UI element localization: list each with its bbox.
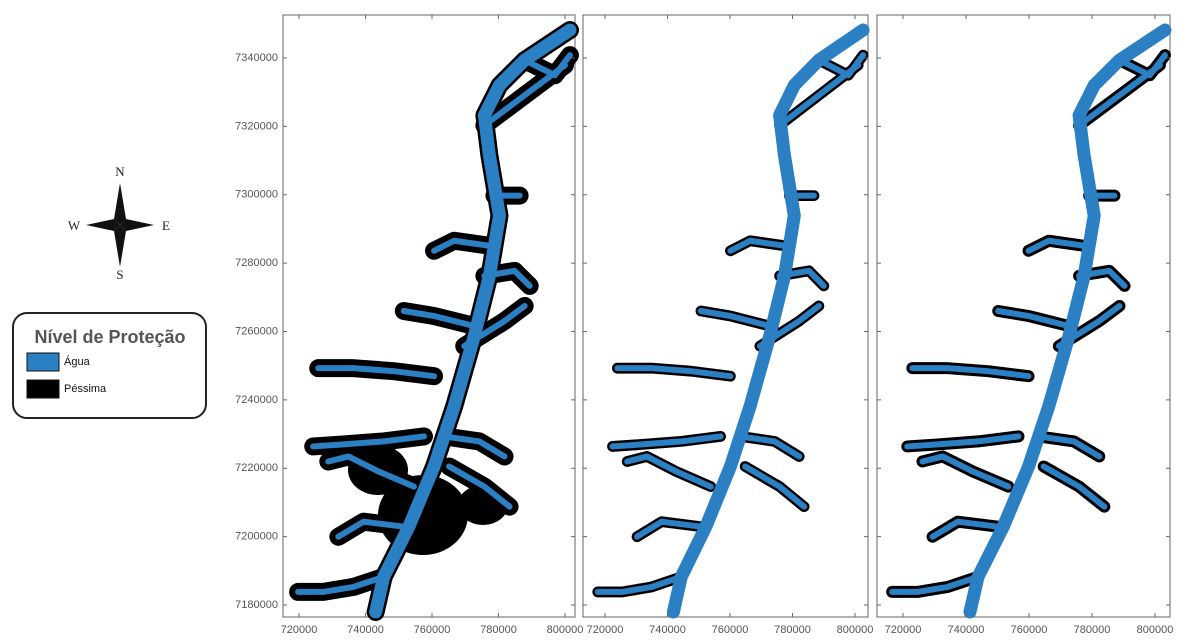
map-panel: 720000 740000 760000 780000 800000 bbox=[582, 14, 874, 636]
water-body bbox=[697, 307, 773, 330]
map-panel: 720000 740000 760000 780000 800000 bbox=[876, 14, 1174, 636]
water-body bbox=[929, 518, 1002, 540]
y-tick-label: 7200000 bbox=[235, 531, 278, 543]
x-tick-label: 800000 bbox=[1137, 624, 1174, 636]
x-tick-label: 780000 bbox=[480, 624, 517, 636]
water-body bbox=[909, 365, 1032, 380]
water-body bbox=[634, 518, 704, 540]
legend-title: Nível de Proteção bbox=[34, 327, 185, 347]
water-body bbox=[315, 365, 438, 380]
water-body bbox=[295, 573, 387, 595]
x-tick-label: 740000 bbox=[347, 624, 384, 636]
water-body bbox=[441, 433, 508, 460]
water-body bbox=[727, 237, 788, 254]
compass-needle bbox=[114, 225, 126, 267]
water-body bbox=[742, 463, 808, 510]
compass-rose: N S W E bbox=[68, 164, 170, 282]
x-tick-label: 780000 bbox=[1074, 624, 1111, 636]
water-body bbox=[1076, 267, 1128, 289]
legend-box bbox=[12, 312, 207, 419]
water-body bbox=[889, 573, 982, 595]
y-tick-label: 7340000 bbox=[235, 52, 278, 64]
water-body bbox=[995, 307, 1072, 330]
water-body bbox=[446, 463, 513, 510]
compass-needle bbox=[114, 183, 126, 225]
maps: 720000 740000 760000 780000 800000 720000 7400… bbox=[235, 14, 1174, 636]
water-body bbox=[400, 307, 478, 330]
x-tick-label: 740000 bbox=[948, 624, 985, 636]
water-body bbox=[815, 52, 867, 79]
y-tick-label: 7240000 bbox=[235, 394, 278, 406]
water-body bbox=[919, 453, 1012, 490]
water-body bbox=[609, 433, 724, 450]
map-panel: 720000 740000 760000 780000 800000 bbox=[281, 14, 584, 636]
water-body bbox=[461, 302, 528, 350]
compass-label: W bbox=[68, 218, 81, 233]
x-tick-label: 720000 bbox=[281, 624, 318, 636]
water-body bbox=[594, 573, 685, 595]
legend: Nível de Proteção Água Péssima bbox=[12, 312, 207, 419]
y-tick-label: 7220000 bbox=[235, 462, 278, 474]
x-tick-label: 760000 bbox=[712, 624, 749, 636]
x-tick-label: 720000 bbox=[885, 624, 922, 636]
water-body bbox=[481, 267, 533, 289]
water-body bbox=[737, 433, 803, 460]
water-body bbox=[614, 365, 734, 380]
water-body bbox=[325, 453, 417, 490]
legend-label: Água bbox=[64, 355, 91, 368]
water-body bbox=[904, 433, 1022, 450]
water-body bbox=[431, 237, 493, 254]
y-tick-label: 7180000 bbox=[235, 599, 278, 611]
water-body bbox=[310, 433, 427, 450]
x-tick-label: 740000 bbox=[649, 624, 686, 636]
y-tick-label: 7320000 bbox=[235, 120, 278, 132]
x-tick-label: 800000 bbox=[547, 624, 584, 636]
water-body bbox=[624, 453, 714, 490]
x-tick-label: 760000 bbox=[414, 624, 451, 636]
water-body bbox=[1040, 463, 1108, 510]
legend-swatch bbox=[26, 352, 60, 372]
x-tick-label: 720000 bbox=[587, 624, 624, 636]
water-body bbox=[1055, 302, 1123, 350]
x-tick-label: 780000 bbox=[774, 624, 811, 636]
compass-label: N bbox=[115, 164, 125, 179]
legend-swatch bbox=[26, 379, 60, 399]
compass-needle bbox=[120, 219, 154, 231]
water-body bbox=[1116, 52, 1168, 79]
water-body bbox=[756, 302, 822, 350]
y-tick-label: 7260000 bbox=[235, 325, 278, 337]
x-tick-label: 800000 bbox=[837, 624, 874, 636]
water-body bbox=[335, 518, 407, 540]
y-tick-label: 7300000 bbox=[235, 189, 278, 201]
y-axis: 7340000 7320000 7300000 7280000 7260000 72400… bbox=[235, 52, 1170, 611]
water-body bbox=[1025, 237, 1088, 254]
compass-needle bbox=[86, 219, 120, 231]
x-tick-label: 760000 bbox=[1011, 624, 1048, 636]
y-tick-label: 7280000 bbox=[235, 257, 278, 269]
compass-label: S bbox=[116, 267, 123, 282]
compass-label: E bbox=[162, 218, 170, 233]
legend-label: Péssima bbox=[64, 383, 107, 395]
water-body bbox=[1035, 433, 1103, 460]
water-body bbox=[776, 267, 827, 289]
water-body bbox=[521, 52, 573, 79]
